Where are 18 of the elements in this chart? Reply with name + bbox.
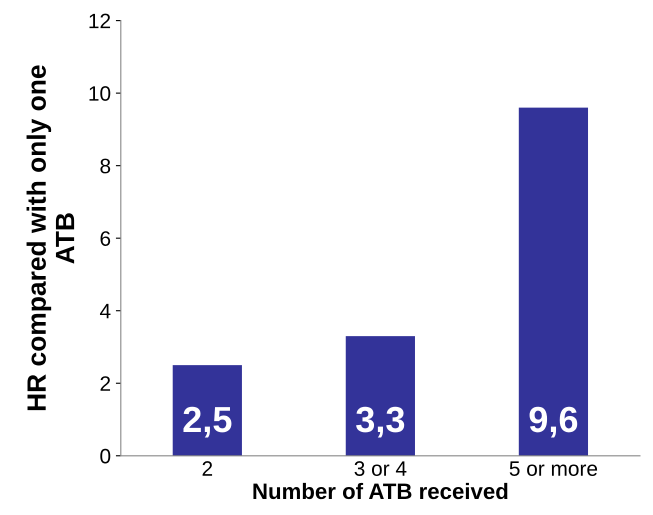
x-tick-label: 2 — [202, 461, 212, 476]
x-tick-label: 3 or 4 — [354, 461, 406, 476]
y-tick-label: 0 — [100, 448, 110, 464]
y-tick-label: 4 — [100, 304, 110, 318]
data-label: 2,5 — [183, 406, 232, 438]
data-label: 3,3 — [356, 406, 404, 438]
bar — [172, 365, 242, 456]
x-tick-label: 5 or more — [510, 461, 598, 476]
x-axis-title: Number of ATB received — [253, 482, 508, 500]
bar — [346, 336, 415, 456]
y-tick-label: 12 — [90, 14, 110, 28]
y-tick-label: 10 — [90, 86, 110, 101]
y-tick-label: 6 — [100, 231, 110, 246]
y-axis-title: HR compared with only one ATB — [26, 65, 74, 410]
y-tick-label: 8 — [100, 158, 110, 174]
bar — [518, 108, 588, 456]
y-tick-label: 2 — [100, 376, 110, 391]
data-label: 9,6 — [530, 406, 578, 438]
